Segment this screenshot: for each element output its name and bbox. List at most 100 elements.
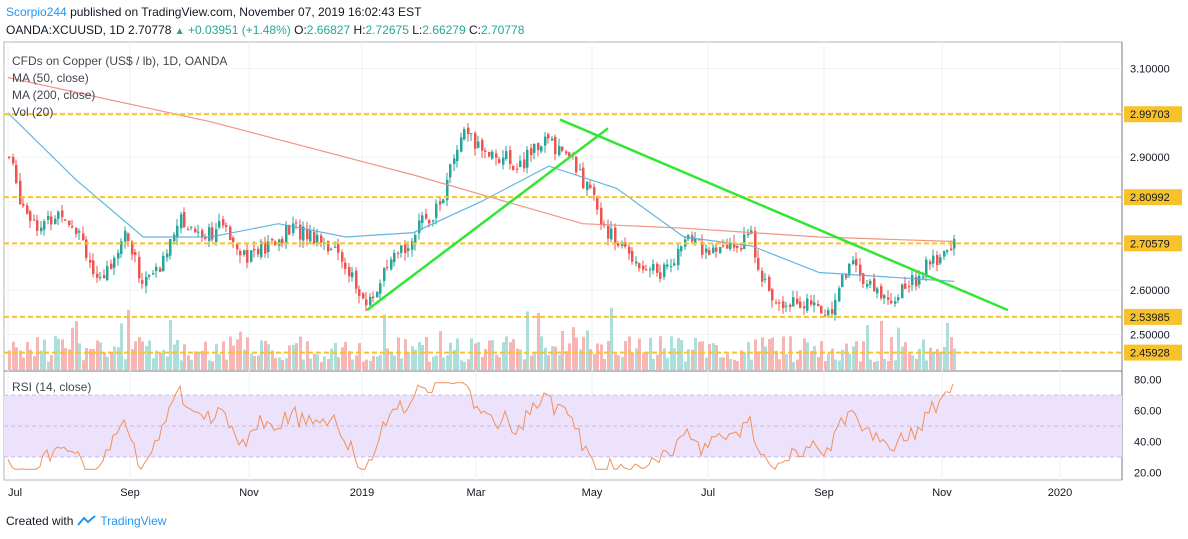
candle-body bbox=[512, 166, 515, 171]
candle-body bbox=[827, 310, 830, 316]
legend-rsi[interactable]: RSI (14, close) bbox=[12, 380, 92, 394]
volume-bar bbox=[40, 350, 43, 370]
candle-body bbox=[92, 260, 95, 275]
volume-bar bbox=[124, 359, 127, 370]
volume-bar bbox=[859, 361, 862, 370]
volume-bar bbox=[691, 349, 694, 370]
volume-bar bbox=[267, 344, 270, 370]
candle-body bbox=[911, 275, 914, 286]
candle-body bbox=[176, 225, 179, 238]
volume-bar bbox=[698, 341, 701, 370]
candle-body bbox=[75, 227, 78, 234]
candles-group bbox=[8, 123, 956, 321]
candle-body bbox=[831, 309, 834, 314]
volume-bar bbox=[425, 336, 428, 370]
candle-body bbox=[554, 136, 557, 155]
candle-body bbox=[922, 276, 925, 279]
volume-bar bbox=[474, 343, 477, 370]
candle-body bbox=[817, 304, 820, 307]
volume-bar bbox=[201, 350, 204, 370]
volume-bar bbox=[663, 348, 666, 370]
publish-line: Scorpio244 published on TradingView.com,… bbox=[6, 5, 421, 19]
volume-bar bbox=[932, 353, 935, 370]
candle-body bbox=[642, 265, 645, 270]
volume-bar bbox=[379, 354, 382, 370]
volume-bar bbox=[817, 356, 820, 370]
candle-body bbox=[778, 302, 781, 304]
candle-body bbox=[708, 250, 711, 255]
volume-bar bbox=[635, 348, 638, 370]
volume-bar bbox=[575, 337, 578, 370]
candle-body bbox=[862, 273, 865, 285]
legend-ma200[interactable]: MA (200, close) bbox=[12, 88, 96, 102]
candle-body bbox=[946, 250, 949, 252]
volume-bar bbox=[428, 361, 431, 370]
rsi-tick-label: 60.00 bbox=[1134, 406, 1162, 418]
candle-body bbox=[649, 269, 652, 271]
volume-bar bbox=[26, 341, 29, 370]
author-link[interactable]: Scorpio244 bbox=[6, 5, 67, 19]
volume-bar bbox=[512, 339, 515, 370]
candle-body bbox=[516, 168, 519, 170]
candle-body bbox=[313, 232, 316, 244]
time-tick-label: Mar bbox=[467, 487, 486, 499]
candle-body bbox=[372, 296, 375, 299]
volume-bar bbox=[43, 339, 46, 370]
open-label: O: bbox=[294, 23, 307, 37]
candle-body bbox=[477, 141, 480, 148]
legend-ma50[interactable]: MA (50, close) bbox=[12, 71, 89, 85]
candle-body bbox=[579, 169, 582, 171]
candle-body bbox=[474, 133, 477, 149]
high-label: H: bbox=[353, 23, 366, 37]
time-tick-label: 2020 bbox=[1048, 487, 1072, 499]
volume-bar bbox=[915, 358, 918, 370]
candle-body bbox=[393, 252, 396, 263]
level-label-bg bbox=[1124, 344, 1182, 361]
volume-bar bbox=[694, 337, 697, 370]
volume-bar bbox=[537, 312, 540, 370]
volume-bar bbox=[502, 342, 505, 370]
candle-body bbox=[526, 149, 529, 168]
low-value: 2.66279 bbox=[422, 23, 466, 37]
volume-bar bbox=[544, 347, 547, 370]
candle-body bbox=[222, 219, 225, 226]
volume-bar bbox=[533, 352, 536, 370]
volume-bar bbox=[225, 359, 228, 370]
volume-bar bbox=[138, 336, 141, 370]
candle-body bbox=[715, 247, 718, 252]
candle-body bbox=[50, 216, 53, 225]
close-label: C: bbox=[469, 23, 481, 37]
volume-bar bbox=[432, 356, 435, 370]
candle-body bbox=[677, 249, 680, 266]
price-tick-label: 3.10000 bbox=[1130, 64, 1170, 76]
volume-bar bbox=[505, 336, 508, 370]
candle-body bbox=[925, 259, 928, 275]
candle-body bbox=[600, 207, 603, 225]
volume-bar bbox=[397, 337, 400, 370]
candle-body bbox=[106, 266, 109, 281]
candle-body bbox=[449, 164, 452, 178]
volume-bar bbox=[946, 322, 949, 370]
candle-body bbox=[253, 248, 256, 251]
volume-bar bbox=[292, 344, 295, 370]
candle-body bbox=[89, 259, 92, 263]
candle-body bbox=[915, 276, 918, 287]
candle-body bbox=[71, 226, 74, 228]
volume-bar bbox=[89, 349, 92, 370]
volume-bar bbox=[236, 339, 239, 370]
volume-bar bbox=[936, 349, 939, 370]
candle-body bbox=[404, 244, 407, 254]
candle-body bbox=[120, 241, 123, 255]
candle-body bbox=[509, 150, 512, 165]
candle-body bbox=[155, 266, 158, 271]
legend-volume[interactable]: Vol (20) bbox=[12, 105, 54, 119]
tradingview-link[interactable]: TradingView bbox=[100, 514, 167, 528]
close-value: 2.70778 bbox=[481, 23, 525, 37]
volume-bar bbox=[708, 343, 711, 370]
candle-body bbox=[204, 236, 207, 239]
volume-bar bbox=[754, 339, 757, 370]
volume-bar bbox=[197, 352, 200, 370]
volume-bar bbox=[918, 348, 921, 370]
volume-bar bbox=[491, 340, 494, 370]
